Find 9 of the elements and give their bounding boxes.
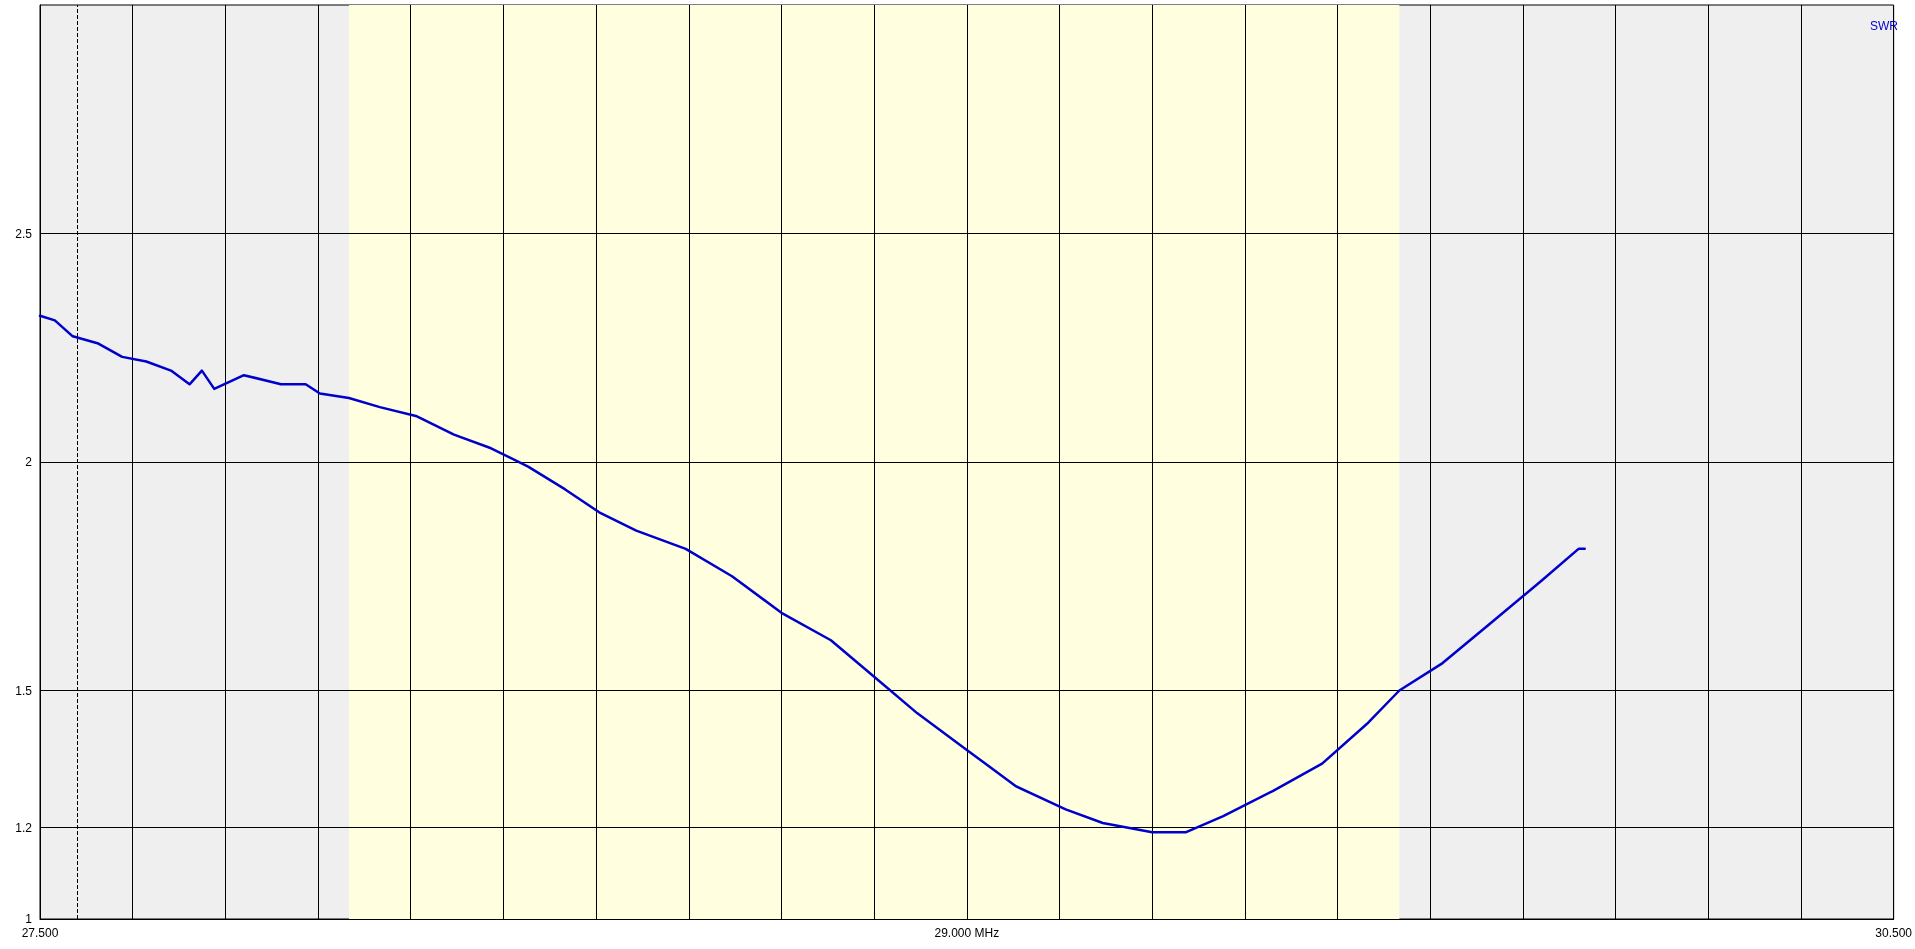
x-tick-label: 29.000 MHz: [934, 926, 1000, 940]
y-tick-label: 1.5: [15, 683, 33, 698]
y-tick-label: 1.2: [15, 820, 33, 835]
y-tick-label: 2.5: [15, 226, 33, 241]
x-tick-label: 30.500: [1875, 926, 1913, 940]
y-tick-label: 1: [25, 912, 33, 926]
y-tick-label: 2: [25, 455, 33, 469]
x-tick-label: 27.500: [21, 926, 59, 940]
line-series: [38, 314, 1586, 834]
